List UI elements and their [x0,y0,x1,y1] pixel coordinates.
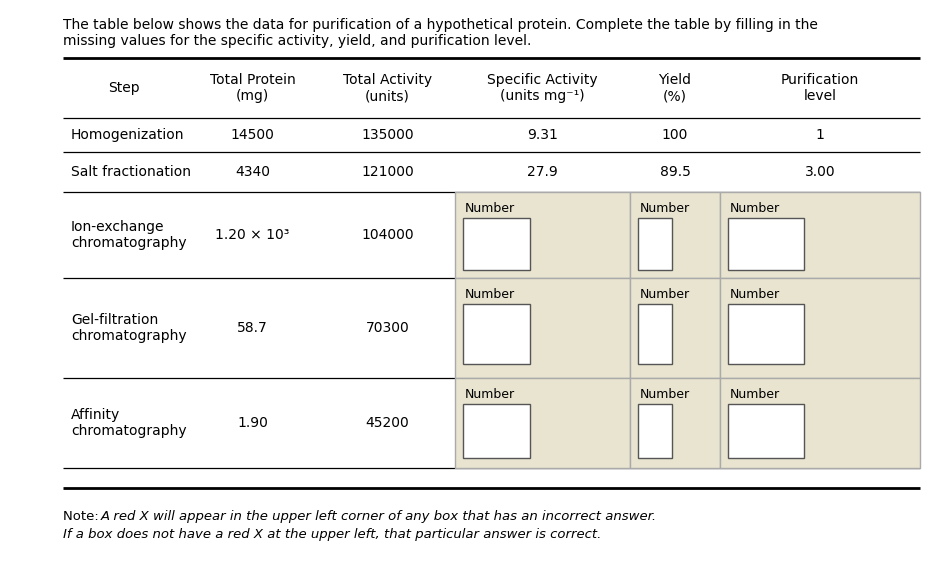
Text: missing values for the specific activity, yield, and purification level.: missing values for the specific activity… [63,34,532,48]
Text: 45200: 45200 [365,416,409,430]
Bar [720,278,920,378]
Text: 27.9: 27.9 [527,165,558,179]
Text: A red X will appear in the upper left corner of any box that has an incorrect an: A red X will appear in the upper left co… [101,510,657,523]
Text: Number: Number [465,288,515,301]
Text: 3.00: 3.00 [805,165,835,179]
Bar [630,278,720,378]
Bar [638,404,672,458]
Text: If a box does not have a red X at the upper left, that particular answer is corr: If a box does not have a red X at the up… [63,528,601,541]
Text: Note:: Note: [63,510,103,523]
Text: Number: Number [465,202,515,215]
Text: 1: 1 [816,128,825,142]
Bar [728,404,804,458]
Text: Gel-filtration
chromatography: Gel-filtration chromatography [71,313,186,343]
Text: Number: Number [640,388,690,401]
Bar [455,192,630,278]
Bar [728,218,804,270]
Bar [720,192,920,278]
Text: Salt fractionation: Salt fractionation [71,165,191,179]
Text: Specific Activity
(units mg⁻¹): Specific Activity (units mg⁻¹) [487,73,598,103]
Text: Number: Number [730,202,780,215]
Bar [455,278,630,378]
Text: 14500: 14500 [230,128,275,142]
Text: 4340: 4340 [235,165,270,179]
Bar [463,304,530,364]
Text: Homogenization: Homogenization [71,128,184,142]
Text: 100: 100 [662,128,689,142]
Bar [455,378,630,468]
Bar [463,218,530,270]
Text: Number: Number [640,202,690,215]
Text: 104000: 104000 [361,228,414,242]
Text: Purification
level: Purification level [781,73,859,103]
Bar [638,218,672,270]
Text: Yield
(%): Yield (%) [658,73,691,103]
Bar [638,304,672,364]
Text: 1.20 × 10³: 1.20 × 10³ [215,228,290,242]
Text: 1.90: 1.90 [237,416,268,430]
Text: Total Protein
(mg): Total Protein (mg) [209,73,296,103]
Text: Total Activity
(units): Total Activity (units) [343,73,432,103]
Text: 58.7: 58.7 [237,321,268,335]
Text: Step: Step [108,81,140,95]
Text: Number: Number [730,288,780,301]
Text: Number: Number [640,288,690,301]
Text: 121000: 121000 [361,165,414,179]
Text: The table below shows the data for purification of a hypothetical protein. Compl: The table below shows the data for purif… [63,18,818,32]
Text: 135000: 135000 [361,128,414,142]
Text: Number: Number [730,388,780,401]
Text: Ion-exchange
chromatography: Ion-exchange chromatography [71,220,186,250]
Text: 9.31: 9.31 [527,128,558,142]
Bar [728,304,804,364]
Bar [463,404,530,458]
Bar [630,192,720,278]
Text: Affinity
chromatography: Affinity chromatography [71,408,186,438]
Text: 70300: 70300 [365,321,409,335]
Text: Number: Number [465,388,515,401]
Bar [720,378,920,468]
Bar [630,378,720,468]
Text: 89.5: 89.5 [660,165,690,179]
